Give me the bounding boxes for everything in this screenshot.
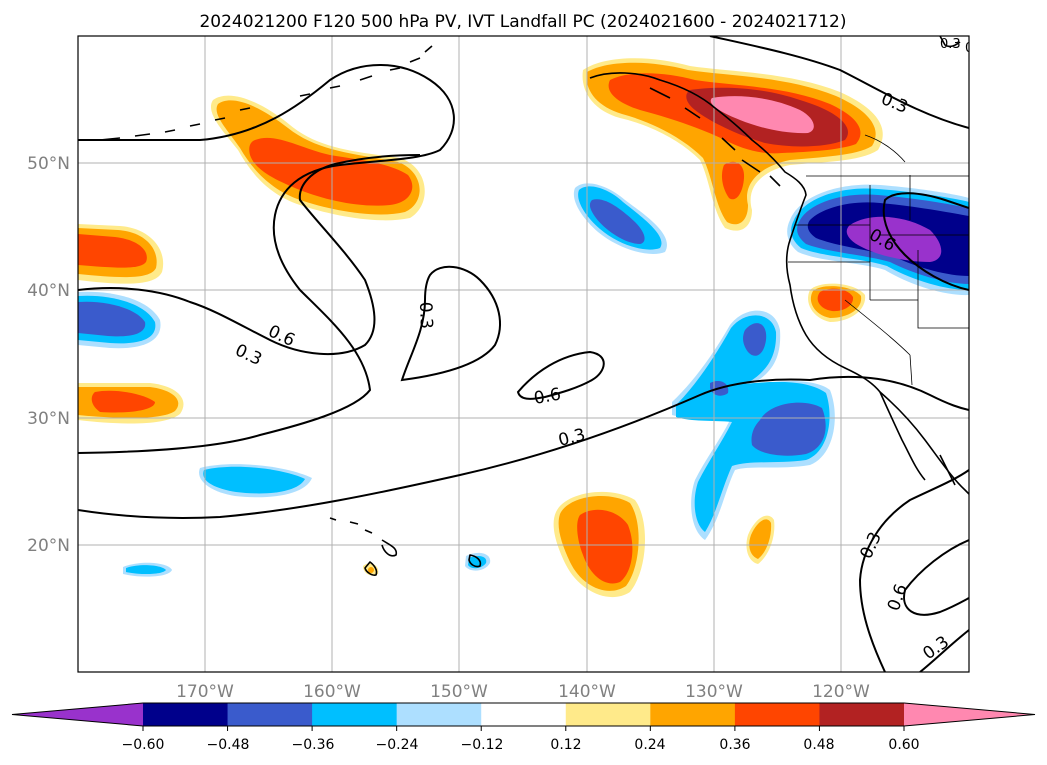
colorbar: −0.60 −0.48 −0.36 −0.24 −0.12 0.12 0.24 … [11, 702, 1036, 753]
colorbar-ticks: −0.60 −0.48 −0.36 −0.24 −0.12 0.12 0.24 … [122, 737, 920, 753]
colorbar-swatch-0 [12, 703, 143, 726]
colorbar-swatch-7 [650, 703, 736, 726]
shading-layer [78, 58, 969, 598]
colorbar-swatch-10 [904, 703, 1035, 726]
colorbar-tick-1: −0.48 [207, 737, 250, 753]
anomaly-negative-18n-mid [126, 565, 166, 575]
colorbar-swatch-6 [565, 703, 651, 726]
coastline-top-right [939, 36, 961, 48]
anomaly-negative-w37-core [78, 301, 146, 337]
latitude-labels: 50°N 40°N 30°N 20°N [27, 154, 70, 556]
anomaly-positive-w31-core [91, 390, 155, 413]
coastline-baja [879, 391, 956, 486]
anomaly-negative-stream-core-c [751, 402, 826, 456]
anomaly-positive-nw-core [249, 137, 413, 206]
lat-label-40n: 40°N [27, 281, 70, 301]
coastlines [99, 36, 969, 576]
border-canada-inland [864, 134, 911, 220]
colorbar-tick-4: −0.12 [461, 737, 504, 753]
colorbar-swatch-3 [312, 703, 398, 726]
contour-label-4: 0.6 [532, 385, 562, 409]
anomaly-positive-w43-core [78, 234, 147, 268]
colorbar-tick-3: −0.24 [376, 737, 419, 753]
colorbar-tick-0: −0.60 [122, 737, 165, 753]
map-panel: 0.3 0.6 0.3 0.3 0.6 0.3 0.6 0.3 0.6 0.3 … [27, 35, 986, 702]
colorbar-swatch-2 [227, 703, 313, 726]
colorbar-tick-5: 0.12 [550, 737, 581, 753]
contour-0.3-top-right [709, 36, 969, 129]
lat-label-50n: 50°N [27, 154, 70, 174]
contour-0.3-south-long [78, 375, 969, 519]
anomaly-negative-stream-core-a [743, 323, 767, 356]
anomaly-positive-39n-core [817, 288, 854, 312]
map-frame [77, 35, 970, 673]
lon-label-140w: 140°W [558, 682, 616, 702]
anomaly-positive-20n-core [577, 509, 633, 584]
colorbar-swatches [11, 702, 1036, 731]
coastline-hawaii-big [364, 561, 378, 576]
coastline-north-america [589, 72, 969, 495]
lon-label-150w: 150°W [430, 682, 488, 702]
figure-title: 2024021200 F120 500 hPa PV, IVT Landfall… [199, 12, 846, 32]
colorbar-tick-6: 0.24 [634, 737, 665, 753]
contour-0.3-loop-center [400, 265, 501, 382]
lat-label-30n: 30°N [27, 409, 70, 429]
contour-0.6-se [903, 539, 969, 616]
anomaly-negative-47n-core [589, 199, 645, 244]
lon-label-170w: 170°W [176, 682, 234, 702]
anomaly-positive-20n-east-mid [749, 519, 772, 559]
longitude-labels: 170°W 160°W 150°W 140°W 130°W 120°W [176, 682, 870, 702]
colorbar-tick-7: 0.36 [719, 737, 750, 753]
borders [788, 134, 969, 386]
colorbar-tick-2: −0.36 [292, 737, 335, 753]
pv-contours [78, 36, 969, 672]
lat-label-20n: 20°N [27, 536, 70, 556]
lon-label-130w: 130°W [685, 682, 743, 702]
lon-label-120w: 120°W [812, 682, 870, 702]
contour-label-10: 0.6 [965, 41, 986, 56]
contour-0.3-se [858, 469, 969, 672]
contour-0.6-ne [882, 192, 969, 291]
anomaly-positive-bc-core-tail [721, 161, 745, 200]
coastline-islands [649, 87, 781, 187]
contour-0.6-west [78, 154, 421, 355]
lon-label-160w: 160°W [303, 682, 361, 702]
contour-0.3-large-west [78, 64, 455, 454]
contour-label-3: 0.3 [415, 301, 436, 329]
anomaly-negative-25n-mid [203, 466, 305, 494]
border-states [788, 185, 969, 386]
anomaly-positive-hawaii-dot [368, 567, 374, 573]
colorbar-tick-9: 0.60 [888, 737, 919, 753]
colorbar-swatch-5 [481, 703, 567, 726]
colorbar-swatch-8 [734, 703, 820, 726]
coastline-hawaii-islands [329, 517, 398, 557]
contour-0.3-se-corner [919, 629, 969, 672]
coastline-hawaii-small [468, 554, 482, 568]
gridlines [78, 36, 969, 672]
colorbar-tick-8: 0.48 [803, 737, 834, 753]
colorbar-swatch-9 [819, 703, 905, 726]
contour-0.6-loop-center [516, 350, 605, 400]
colorbar-swatch-4 [396, 703, 482, 726]
colorbar-swatch-1 [143, 703, 229, 726]
anomaly-positive-bc-max [710, 96, 814, 134]
contour-label-11: 0.3 [940, 37, 961, 52]
